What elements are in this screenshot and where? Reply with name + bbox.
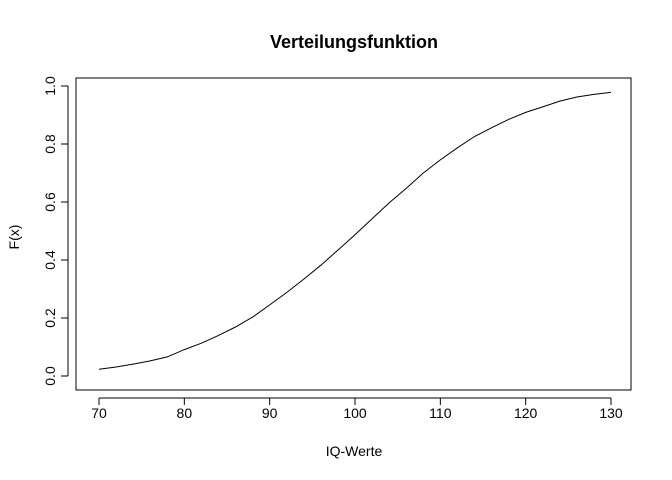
y-tick-label: 0.8: [42, 134, 58, 154]
x-axis: 70 80 90 100 110 120 130: [91, 397, 623, 421]
y-axis: 0.0 0.2 0.4 0.6 0.8 1.0: [42, 76, 69, 386]
plot-frame: [75, 77, 632, 391]
y-tick-label: 0.6: [42, 192, 58, 212]
x-tick-label: 120: [514, 405, 538, 421]
x-tick-label: 90: [262, 405, 278, 421]
cdf-line: [98, 91, 612, 370]
x-tick-label: 110: [429, 405, 452, 421]
x-axis-label: IQ-Werte: [326, 443, 383, 459]
y-tick-label: 0.0: [42, 366, 58, 386]
x-tick-label: 80: [177, 405, 193, 421]
x-tick-label: 70: [91, 405, 107, 421]
x-tick-label: 130: [599, 405, 623, 421]
y-tick-label: 1.0: [42, 76, 58, 96]
chart-title: Verteilungsfunktion: [270, 32, 438, 52]
x-tick-label: 100: [343, 405, 367, 421]
y-axis-label: F(x): [6, 225, 22, 250]
y-tick-label: 0.2: [42, 308, 58, 328]
y-tick-label: 0.4: [42, 250, 58, 270]
